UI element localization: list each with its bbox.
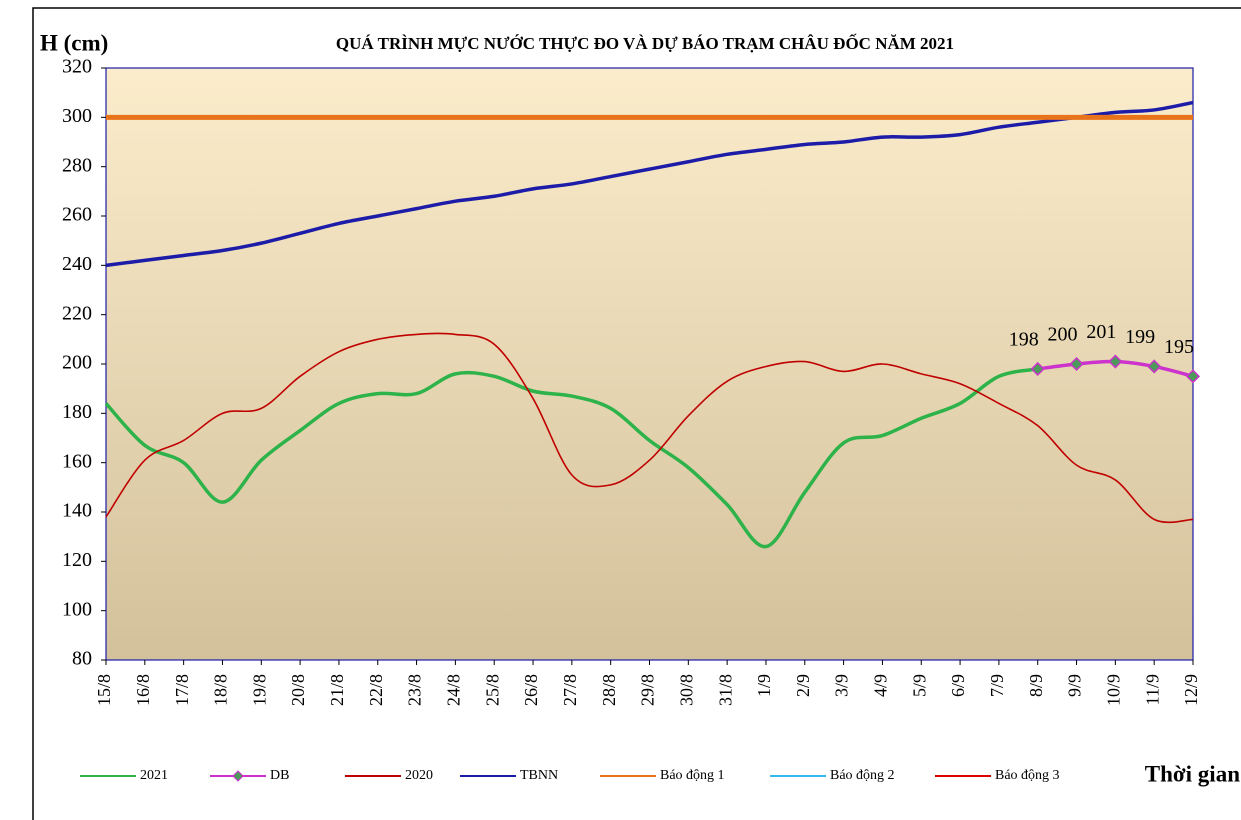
x-tick-label: 26/8: [521, 674, 541, 706]
x-tick-label: 22/8: [366, 674, 386, 706]
x-tick-label: 1/9: [754, 674, 774, 697]
plot-area: [105, 67, 1194, 661]
x-tick-label: 20/8: [288, 674, 308, 706]
x-tick-label: 6/9: [948, 674, 968, 697]
legend-label: Báo động 3: [995, 768, 1060, 783]
legend-label: 2021: [140, 768, 168, 783]
marker: [1069, 356, 1084, 372]
y-tick-label: 120: [62, 549, 92, 571]
legend-label: Báo động 2: [830, 768, 895, 783]
legend-label: Báo động 1: [660, 768, 725, 783]
x-tick-label: 16/8: [133, 674, 153, 706]
x-tick-label: 8/9: [1026, 674, 1046, 697]
marker: [1185, 369, 1201, 384]
x-tick-label: 7/9: [987, 674, 1007, 697]
x-tick-label: 12/9: [1181, 674, 1201, 706]
x-tick-label: 23/8: [405, 674, 425, 706]
marker: [1030, 361, 1045, 376]
x-tick-label: 2/9: [793, 674, 813, 697]
y-tick-label: 80: [72, 648, 92, 670]
marker: [1108, 354, 1123, 369]
data-label: 195: [1164, 336, 1194, 358]
y-tick-label: 320: [62, 56, 92, 78]
x-tick-label: 30/8: [676, 674, 696, 706]
x-tick-label: 11/9: [1142, 674, 1162, 705]
x-tick-label: 29/8: [638, 674, 658, 706]
x-tick-label: 25/8: [482, 674, 502, 706]
series-line: [105, 332, 1194, 524]
legend-label: DB: [270, 768, 289, 783]
x-tick-label: 24/8: [444, 674, 464, 706]
x-tick-label: 31/8: [715, 674, 735, 706]
x-tick-label: 5/9: [909, 674, 929, 697]
x-tick-label: 17/8: [172, 674, 192, 706]
y-tick-label: 100: [62, 598, 92, 620]
x-tick-label: 4/9: [871, 674, 891, 697]
y-axis-label: H (cm): [40, 30, 108, 55]
x-tick-label: 3/9: [832, 674, 852, 697]
chart-title: QUÁ TRÌNH MỰC NƯỚC THỰC ĐO VÀ DỰ BÁO TRẠ…: [336, 33, 954, 53]
x-tick-label: 21/8: [327, 674, 347, 706]
series-line: [104, 367, 1039, 549]
y-tick-label: 280: [62, 154, 92, 176]
x-axis-label: Thời gian: [1145, 761, 1240, 786]
y-tick-label: 220: [62, 302, 92, 324]
y-tick-label: 180: [62, 401, 92, 423]
y-tick-label: 260: [62, 204, 92, 226]
data-label: 199: [1125, 326, 1155, 348]
y-tick-label: 160: [62, 450, 92, 472]
legend-label: 2020: [405, 768, 433, 783]
series-line: [105, 100, 1194, 268]
x-tick-label: 9/9: [1065, 674, 1085, 697]
x-tick-label: 28/8: [599, 674, 619, 706]
y-tick-label: 200: [62, 352, 92, 374]
legend-label: TBNN: [520, 768, 558, 783]
data-label: 200: [1048, 324, 1078, 346]
x-tick-label: 19/8: [249, 674, 269, 706]
x-tick-label: 10/9: [1103, 674, 1123, 706]
y-tick-label: 300: [62, 105, 92, 127]
data-label: 198: [1009, 329, 1039, 351]
y-tick-label: 140: [62, 500, 92, 522]
x-tick-label: 18/8: [211, 674, 231, 706]
y-tick-label: 240: [62, 253, 92, 275]
data-label: 201: [1086, 321, 1116, 343]
marker: [1147, 359, 1162, 374]
legend-marker: [232, 770, 244, 782]
x-tick-label: 15/8: [94, 674, 114, 706]
x-tick-label: 27/8: [560, 674, 580, 706]
frame: [32, 7, 1241, 820]
